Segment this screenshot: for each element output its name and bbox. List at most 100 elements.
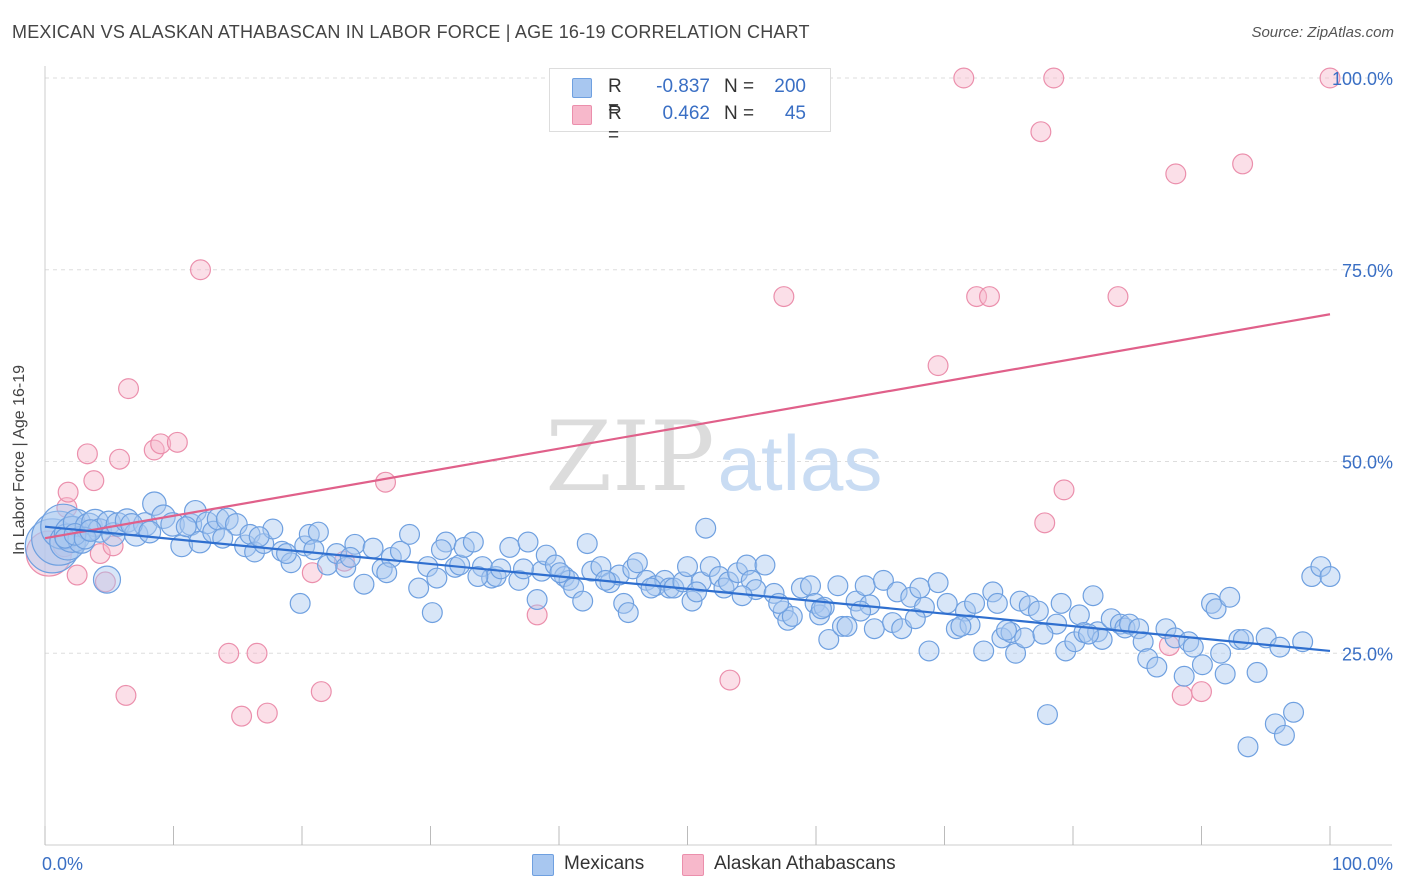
axes — [44, 66, 1392, 846]
data-point — [92, 565, 122, 594]
data-point — [863, 618, 885, 640]
data-point — [1043, 67, 1065, 89]
data-point — [150, 433, 172, 455]
data-point — [262, 518, 284, 540]
data-point — [608, 564, 630, 586]
data-point — [1292, 631, 1314, 653]
data-point — [508, 569, 530, 591]
data-point — [827, 575, 849, 597]
data-point — [800, 575, 822, 597]
tick-labels: 25.0% 50.0% 75.0% 100.0% 0.0% 100.0% — [42, 69, 1393, 874]
data-point — [886, 581, 908, 603]
data-point — [1232, 153, 1254, 175]
data-point — [978, 286, 1000, 308]
data-point — [836, 615, 858, 637]
data-point — [950, 615, 972, 637]
stats-legend: R = -0.837 N = 200 R = 0.462 N = 45 — [549, 68, 831, 146]
data-point — [1005, 642, 1027, 664]
data-point — [982, 581, 1004, 603]
data-point — [526, 589, 548, 611]
data-point — [408, 577, 430, 599]
data-point — [773, 286, 795, 308]
data-point — [617, 602, 639, 624]
chart-title: MEXICAN VS ALASKAN ATHABASCAN IN LABOR F… — [12, 22, 810, 42]
data-point — [572, 590, 594, 612]
data-point — [1264, 713, 1286, 735]
data-point — [1246, 661, 1268, 683]
legend-n-value: 45 — [784, 103, 806, 124]
data-point — [695, 517, 717, 539]
data-point — [1228, 628, 1250, 650]
data-point — [818, 628, 840, 650]
data-point — [248, 526, 270, 548]
data-point — [83, 470, 105, 492]
data-point — [1036, 704, 1058, 726]
data-point — [1237, 736, 1259, 758]
data-point — [549, 562, 571, 584]
data-point — [218, 642, 240, 664]
data-point — [276, 543, 298, 565]
data-point — [964, 592, 986, 614]
data-point — [686, 581, 708, 603]
data-point — [303, 539, 325, 561]
watermark: ZIP atlas — [545, 401, 882, 513]
data-point — [1273, 724, 1295, 746]
legend-swatch-athabascan — [572, 105, 592, 125]
data-point — [1027, 600, 1049, 622]
data-point — [927, 572, 949, 594]
data-point — [719, 669, 741, 691]
data-point — [160, 512, 185, 537]
data-point — [66, 564, 88, 586]
data-point — [1182, 636, 1204, 658]
legend-n-label: N = — [724, 76, 755, 97]
data-point — [1232, 628, 1254, 650]
legend-n-label: N = — [724, 103, 755, 124]
data-point — [490, 558, 512, 580]
data-point — [936, 592, 958, 614]
data-point — [1165, 163, 1187, 185]
data-point — [810, 598, 832, 620]
data-point — [89, 543, 111, 565]
data-point — [143, 439, 165, 461]
data-point — [109, 448, 131, 470]
data-point — [1146, 656, 1168, 678]
data-point — [499, 536, 521, 558]
data-point — [1219, 586, 1241, 608]
data-point — [376, 562, 398, 584]
data-point — [57, 481, 79, 503]
y-tick-label: 75.0% — [1342, 261, 1393, 281]
data-point — [854, 575, 876, 597]
bottom-legend-label-mexicans: Mexicans — [564, 853, 645, 874]
y-tick-label: 50.0% — [1342, 453, 1393, 473]
data-point — [1030, 121, 1052, 143]
trend-line-mexicans — [44, 525, 1331, 653]
data-point — [344, 533, 366, 555]
trend-lines — [44, 313, 1331, 653]
data-point — [959, 614, 981, 636]
data-point — [973, 640, 995, 662]
data-point — [1283, 701, 1305, 723]
y-tick-label: 25.0% — [1342, 644, 1393, 664]
data-point — [626, 552, 648, 574]
data-point — [118, 378, 140, 400]
data-point — [462, 531, 484, 553]
data-point — [904, 608, 926, 630]
data-point — [1055, 640, 1077, 662]
data-point — [1190, 681, 1212, 703]
legend-swatch-mexicans — [572, 78, 592, 98]
data-point — [512, 558, 534, 580]
data-point — [1191, 654, 1213, 676]
data-point — [781, 605, 803, 627]
watermark-zip: ZIP — [545, 401, 714, 513]
bottom-legend-swatch-mexicans — [532, 854, 554, 876]
legend-r-label: R = — [608, 76, 622, 119]
data-point — [1107, 286, 1129, 308]
data-point — [430, 539, 452, 561]
x-tick-label: 0.0% — [42, 854, 83, 874]
data-point — [1053, 479, 1075, 501]
data-point — [995, 619, 1017, 641]
data-point — [189, 259, 211, 281]
data-point — [317, 554, 339, 576]
data-point — [256, 702, 278, 724]
data-point — [1210, 642, 1232, 664]
